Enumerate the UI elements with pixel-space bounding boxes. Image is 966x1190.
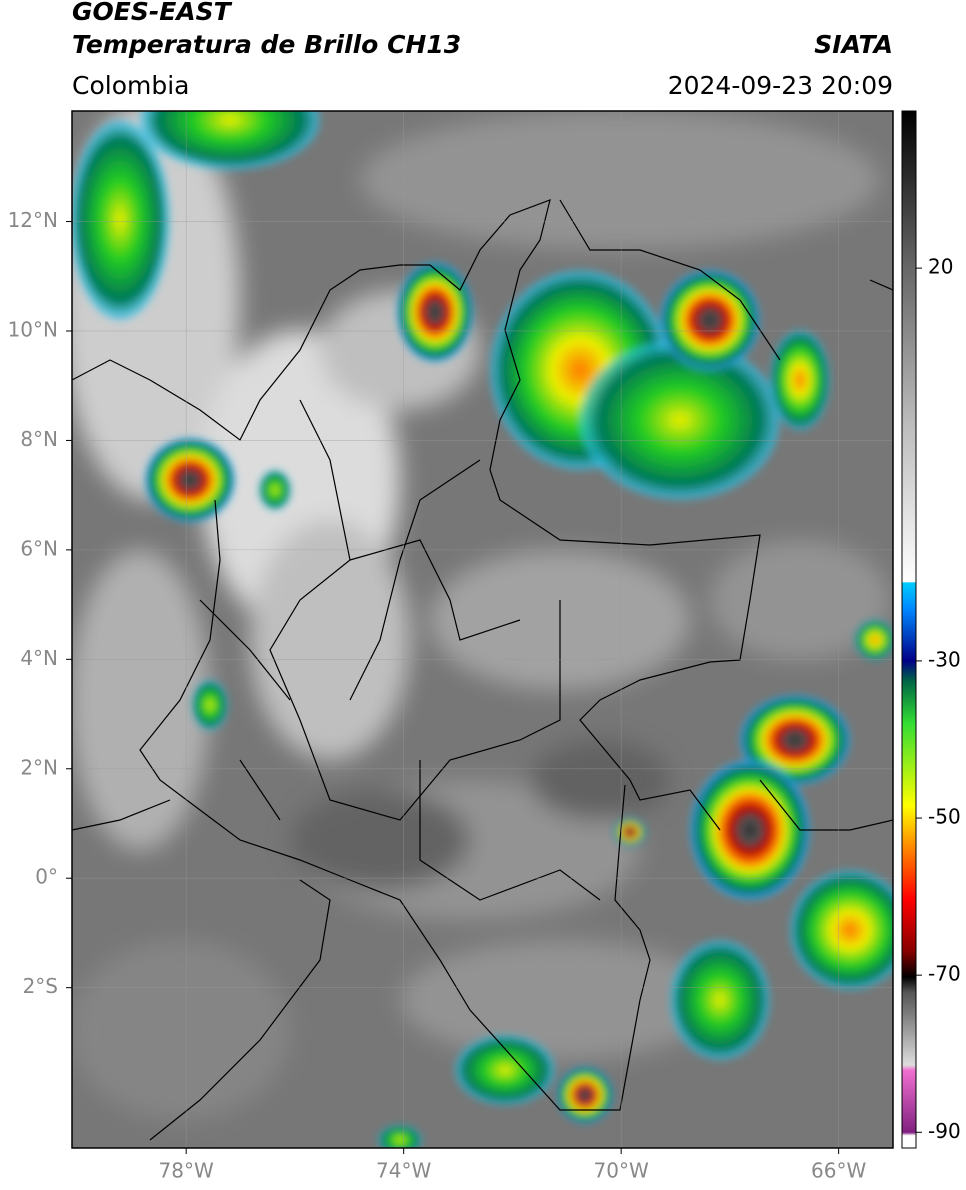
y-tick-label: 6°N [20, 536, 58, 560]
title: GOES-EAST [72, 0, 233, 26]
colorbar-tick-label: -70 [928, 962, 961, 986]
y-tick-label: 2°N [20, 755, 58, 779]
y-tick-label: 2°S [23, 974, 58, 998]
x-tick-label: 66°W [811, 1159, 866, 1183]
y-tick-label: 8°N [20, 427, 58, 451]
map-frame [71, 110, 894, 1149]
region: Colombia [72, 71, 189, 100]
y-tick-label: 4°N [20, 646, 58, 670]
borders [72, 199, 893, 1141]
colorbar [901, 110, 917, 1149]
x-tick-label: 74°W [376, 1159, 431, 1183]
colorbar-tick-label: -90 [928, 1119, 961, 1143]
colorbar-tick-label: 20 [928, 255, 953, 279]
x-tick-label: 78°W [159, 1159, 214, 1183]
subtitle: Temperatura de Brillo CH13 [72, 30, 461, 59]
y-tick-label: 0° [35, 865, 58, 889]
colorbar-tick-label: -30 [928, 647, 961, 671]
source: SIATA [814, 30, 893, 59]
y-tick-label: 10°N [8, 317, 58, 341]
x-tick-label: 70°W [594, 1159, 649, 1183]
satellite-image [72, 111, 893, 1148]
timestamp: 2024-09-23 20:09 [668, 71, 893, 100]
colorbar-tick-label: -50 [928, 805, 961, 829]
y-tick-label: 12°N [8, 208, 58, 232]
